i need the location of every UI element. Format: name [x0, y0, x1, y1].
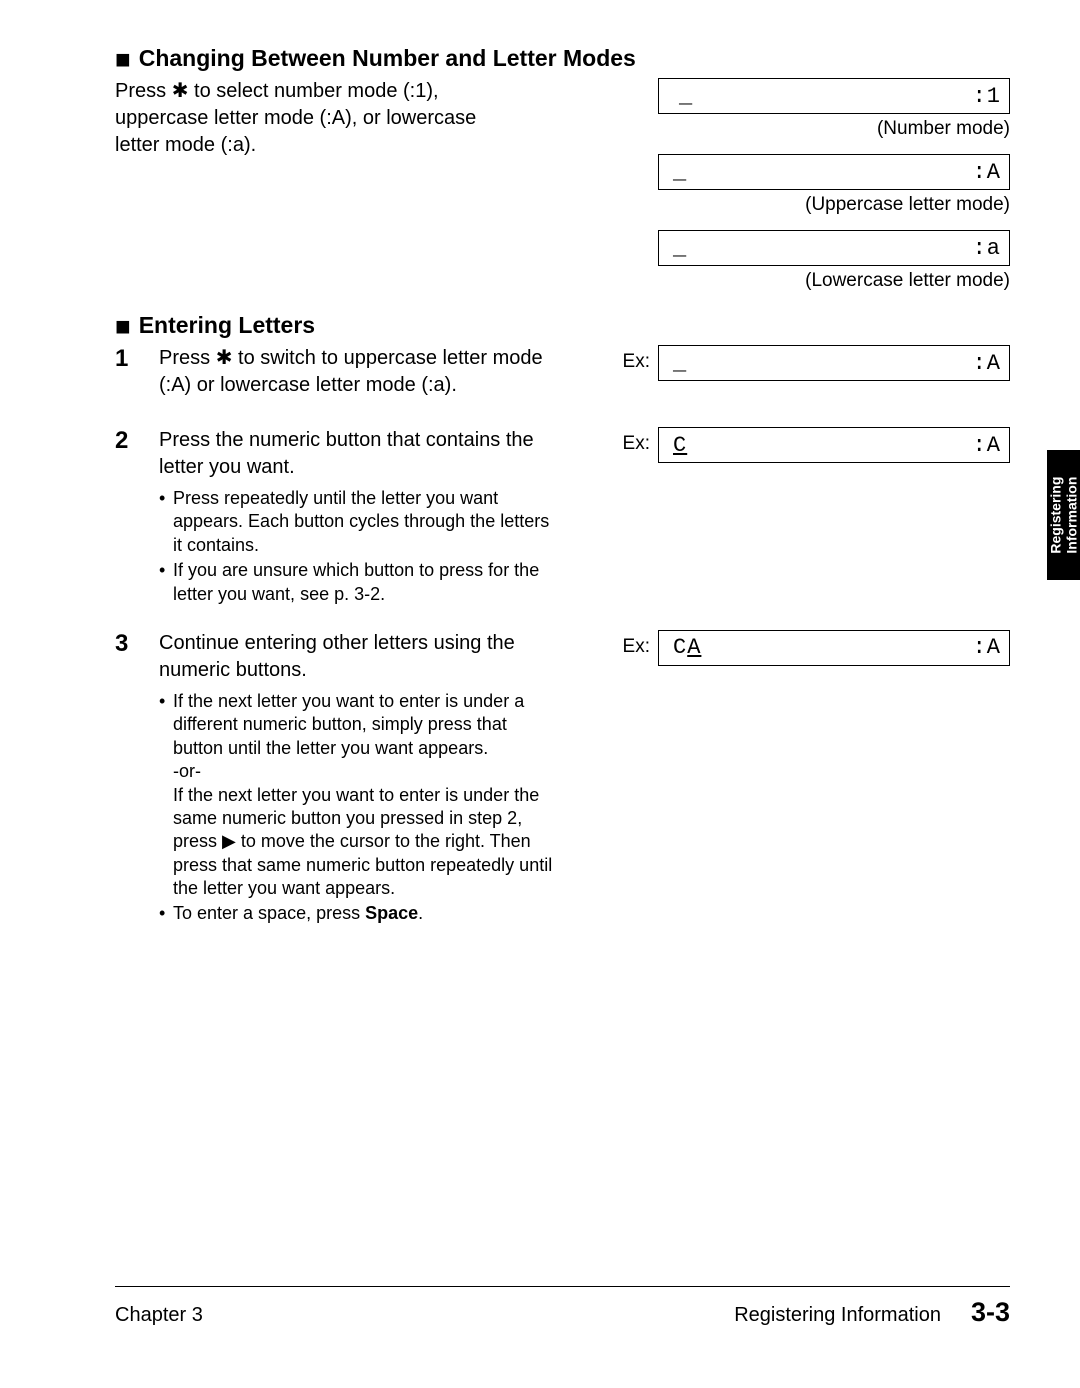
step-3-bullet-2: To enter a space, press Space. — [159, 902, 555, 925]
star-icon: ✱ — [172, 80, 189, 102]
step-number: 2 — [115, 427, 135, 608]
footer-title: Registering Information — [734, 1304, 941, 1327]
display-lowercase-mode: _ :a — [658, 230, 1010, 266]
step-2-text: Press the numeric button that contains t… — [159, 427, 555, 481]
step-2-bullet-2: If you are unsure which button to press … — [159, 559, 555, 606]
side-tab-line2: Information — [1064, 477, 1080, 554]
caption-lowercase-mode: (Lowercase letter mode) — [658, 270, 1010, 292]
side-tab: Registering Information — [1047, 450, 1080, 580]
step-3-bullet-1: If the next letter you want to enter is … — [159, 690, 555, 901]
section-heading-entering: ■ Entering Letters — [115, 312, 1010, 339]
intro-text-1b: to select number mode (:1), — [188, 80, 438, 102]
right-arrow-icon: ▶ — [222, 831, 236, 851]
mode-indicator: :A — [973, 160, 1001, 185]
step-2-bullet-1: Press repeatedly until the letter you wa… — [159, 487, 555, 557]
mode-indicator: :A — [973, 433, 1001, 458]
mode-indicator: :a — [973, 236, 1001, 261]
side-tab-line1: Registering — [1047, 476, 1063, 553]
mode-indicator: :A — [973, 635, 1001, 660]
heading-text: Changing Between Number and Letter Modes — [139, 45, 636, 72]
display-uppercase-mode: _ :A — [658, 154, 1010, 190]
page-footer: Chapter 3 Registering Information 3-3 — [115, 1286, 1010, 1328]
footer-chapter: Chapter 3 — [115, 1304, 203, 1327]
intro-paragraph: Press ✱ to select number mode (:1), uppe… — [115, 78, 555, 159]
intro-text-2: uppercase letter mode (:A), or lowercase — [115, 107, 476, 129]
step-1-text: Press ✱ to switch to uppercase letter mo… — [159, 345, 555, 399]
display-step-3: CA :A — [658, 630, 1010, 666]
mode-indicator: :1 — [973, 84, 1001, 109]
square-bullet-icon: ■ — [115, 313, 131, 339]
example-label: Ex: — [616, 433, 650, 455]
intro-text-3: letter mode (:a). — [115, 134, 256, 156]
intro-text-1: Press — [115, 80, 172, 102]
mode-indicator: :A — [973, 351, 1001, 376]
heading-text: Entering Letters — [139, 312, 315, 339]
display-step-2: C :A — [658, 427, 1010, 463]
square-bullet-icon: ■ — [115, 46, 131, 72]
step-number: 3 — [115, 630, 135, 928]
display-number-mode: _ _ :1 — [658, 78, 1010, 114]
step-number: 1 — [115, 345, 135, 405]
page-number: 3-3 — [971, 1297, 1010, 1328]
caption-number-mode: (Number mode) — [658, 118, 1010, 140]
caption-uppercase-mode: (Uppercase letter mode) — [658, 194, 1010, 216]
step-3-text: Continue entering other letters using th… — [159, 630, 555, 684]
star-icon: ✱ — [216, 347, 233, 369]
example-label: Ex: — [616, 351, 650, 373]
display-step-1: _ :A — [658, 345, 1010, 381]
section-heading-modes: ■ Changing Between Number and Letter Mod… — [115, 45, 1010, 72]
example-label: Ex: — [616, 636, 650, 658]
